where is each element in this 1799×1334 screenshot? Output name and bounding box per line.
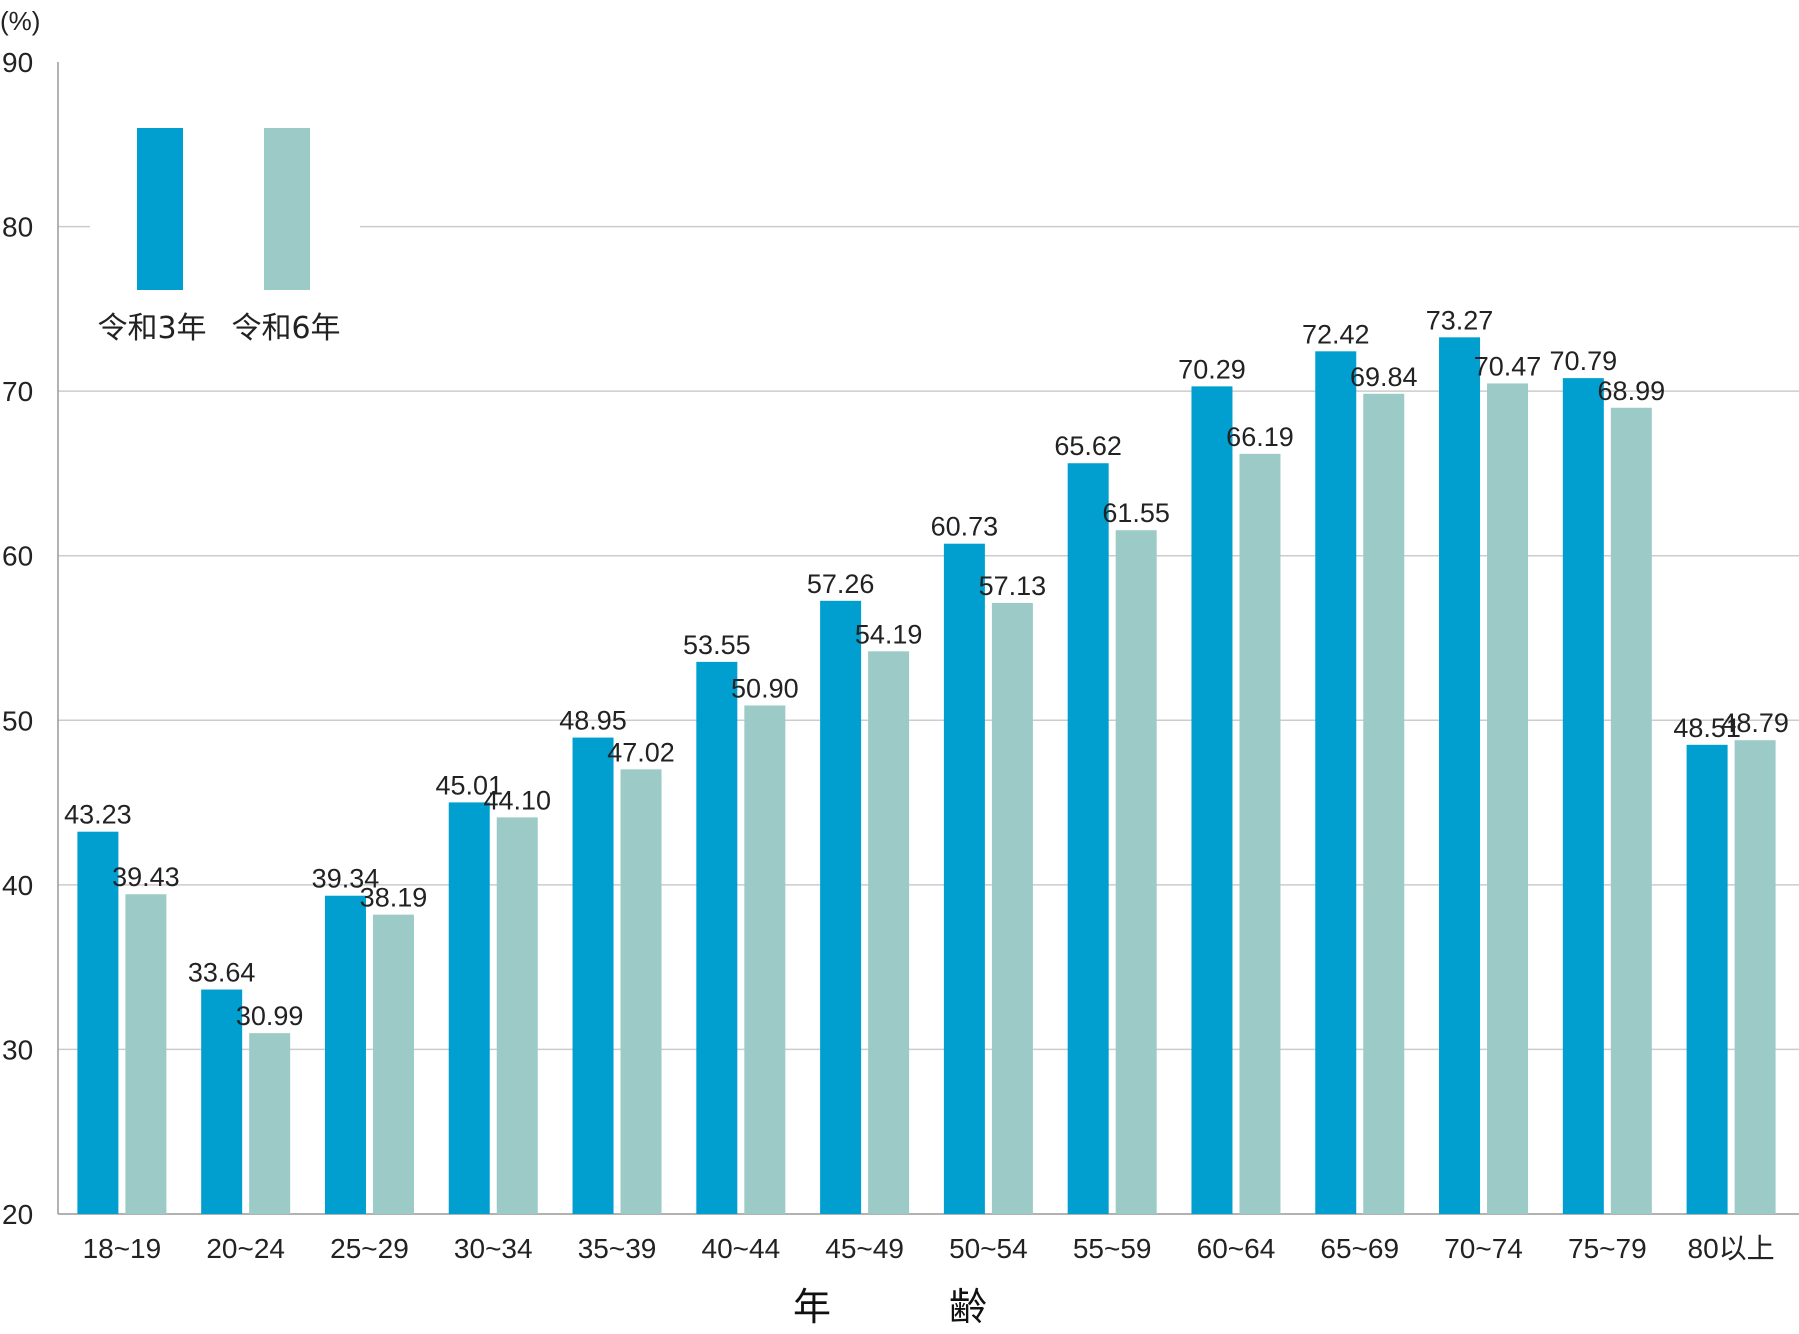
data-label: 68.99 <box>1598 376 1666 406</box>
bar-reiwa6-2 <box>372 914 414 1214</box>
bar-reiwa3-7 <box>943 543 985 1214</box>
bar-reiwa6-10 <box>1363 393 1405 1214</box>
y-tick-label: 20 <box>2 1199 33 1230</box>
bar-reiwa3-1 <box>201 989 243 1214</box>
y-tick-label: 30 <box>2 1034 33 1065</box>
x-tick-label: 45~49 <box>825 1233 904 1264</box>
bar-reiwa6-4 <box>620 769 662 1214</box>
y-axis-ticks: 20 30 40 50 60 70 80 90 <box>2 47 33 1230</box>
data-label: 60.73 <box>931 512 999 542</box>
y-unit-label: (%) <box>0 6 40 36</box>
bar-reiwa3-6 <box>820 600 862 1214</box>
bar-reiwa3-10 <box>1315 351 1357 1215</box>
data-label: 43.23 <box>64 800 132 830</box>
bar-reiwa6-12 <box>1610 407 1652 1215</box>
x-tick-label: 65~69 <box>1320 1233 1399 1264</box>
data-label: 69.84 <box>1350 362 1418 392</box>
bars <box>77 337 1776 1215</box>
data-label: 57.26 <box>807 569 875 599</box>
x-tick-label: 25~29 <box>330 1233 409 1264</box>
x-tick-label: 60~64 <box>1197 1233 1276 1264</box>
bar-reiwa6-0 <box>125 894 167 1214</box>
x-axis-title: 年 齢 <box>793 1285 1027 1329</box>
data-label: 72.42 <box>1302 319 1370 349</box>
y-tick-label: 40 <box>2 870 33 901</box>
bar-reiwa6-13 <box>1734 740 1776 1214</box>
data-label: 70.47 <box>1474 351 1542 381</box>
data-label: 73.27 <box>1426 305 1494 335</box>
y-tick-label: 70 <box>2 376 33 407</box>
data-label: 65.62 <box>1054 431 1122 461</box>
data-label: 45.01 <box>435 770 503 800</box>
x-tick-label: 35~39 <box>578 1233 657 1264</box>
data-label: 50.90 <box>731 673 799 703</box>
data-label: 66.19 <box>1226 422 1294 452</box>
x-tick-label: 80以上 <box>1688 1233 1775 1264</box>
y-tick-label: 90 <box>2 47 33 78</box>
x-tick-label: 18~19 <box>83 1233 162 1264</box>
data-label: 54.19 <box>855 619 923 649</box>
data-label: 39.34 <box>312 864 380 894</box>
bar-reiwa6-11 <box>1487 383 1529 1215</box>
bar-reiwa6-3 <box>496 817 538 1214</box>
bar-reiwa6-7 <box>991 602 1033 1214</box>
x-tick-label: 55~59 <box>1073 1233 1152 1264</box>
x-tick-label: 70~74 <box>1444 1233 1523 1264</box>
bar-reiwa6-1 <box>249 1033 291 1214</box>
data-label: 70.79 <box>1550 346 1618 376</box>
bar-reiwa3-9 <box>1191 386 1233 1214</box>
bar-reiwa3-11 <box>1439 337 1481 1214</box>
legend-label-reiwa6: 令和6年 <box>231 311 340 346</box>
data-label: 48.95 <box>559 706 627 736</box>
x-axis-ticks: 18~19 20~24 25~29 30~34 35~39 40~44 45~49 50~54… <box>83 1233 1775 1264</box>
x-tick-label: 20~24 <box>206 1233 285 1264</box>
x-tick-label: 50~54 <box>949 1233 1028 1264</box>
bar-reiwa6-6 <box>868 651 910 1214</box>
bar-reiwa3-13 <box>1686 744 1728 1214</box>
data-label: 57.13 <box>979 571 1047 601</box>
legend: 令和3年 令和6年 <box>90 100 360 350</box>
data-label: 39.43 <box>112 862 180 892</box>
bar-reiwa3-4 <box>572 737 614 1214</box>
bar-reiwa3-2 <box>324 895 366 1214</box>
legend-swatch-reiwa3 <box>137 128 183 290</box>
data-label: 48.79 <box>1721 708 1789 738</box>
bar-reiwa6-9 <box>1239 453 1281 1214</box>
data-label: 53.55 <box>683 630 751 660</box>
bar-reiwa3-0 <box>77 831 119 1214</box>
bar-reiwa3-3 <box>448 802 490 1214</box>
bar-reiwa6-5 <box>744 705 786 1214</box>
bar-reiwa6-8 <box>1115 530 1157 1214</box>
data-label: 30.99 <box>236 1001 304 1031</box>
y-tick-label: 60 <box>2 541 33 572</box>
data-label: 70.29 <box>1178 354 1246 384</box>
data-label: 61.55 <box>1102 498 1170 528</box>
data-label: 38.19 <box>360 883 428 913</box>
legend-label-reiwa3: 令和3年 <box>97 311 206 346</box>
data-label: 33.64 <box>188 958 256 988</box>
data-label: 47.02 <box>607 737 675 767</box>
legend-swatch-reiwa6 <box>264 128 310 290</box>
bar-reiwa3-5 <box>696 661 738 1214</box>
y-tick-label: 50 <box>2 705 33 736</box>
x-tick-label: 75~79 <box>1568 1233 1647 1264</box>
data-label: 44.10 <box>483 785 551 815</box>
bar-reiwa3-12 <box>1562 378 1604 1214</box>
y-tick-label: 80 <box>2 212 33 243</box>
x-tick-label: 40~44 <box>702 1233 781 1264</box>
data-label: 48.51 <box>1673 713 1741 743</box>
bar-reiwa3-8 <box>1067 463 1109 1215</box>
x-tick-label: 30~34 <box>454 1233 533 1264</box>
